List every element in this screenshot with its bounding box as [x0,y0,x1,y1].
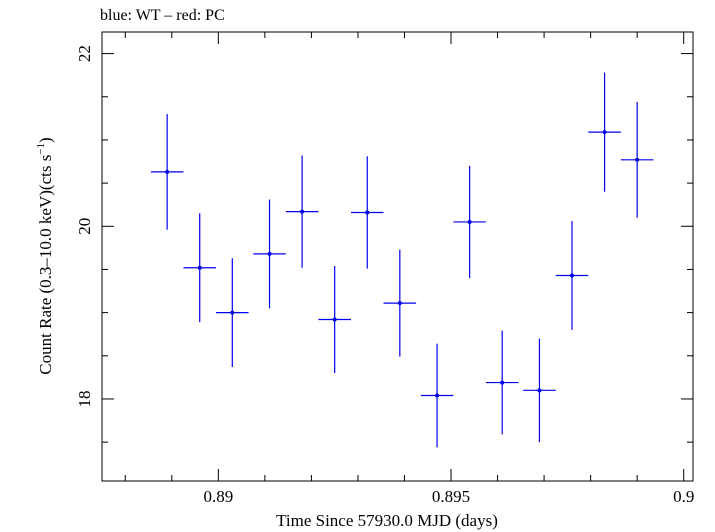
data-point [523,338,556,443]
y-axis-label-close: ) [36,137,55,143]
x-axis-label: Time Since 57930.0 MJD (days) [276,511,498,530]
y-tick-label: 18 [75,390,94,407]
data-point [150,114,184,230]
axis-tick-labels: 0.89 0.895 0.9 18 20 22 [75,45,694,506]
y-axis-label-main: Count Rate (0.3–10.0 keV)(cts s [36,155,55,375]
data-marker [165,169,170,174]
data-point [285,155,319,268]
data-marker [435,393,440,398]
data-marker [570,273,575,278]
data-point [318,265,351,374]
axis-ticks [102,32,693,481]
data-point [485,330,519,435]
y-tick-label: 20 [75,218,94,235]
x-tick-label: 0.895 [432,487,470,506]
data-series [150,72,654,448]
data-point [453,165,486,279]
data-point [216,258,249,368]
data-marker [332,317,337,322]
data-marker [467,219,472,224]
plot-frame [101,31,694,482]
data-marker [635,157,640,162]
chart-title: blue: WT – red: PC [100,7,225,24]
data-marker [230,310,235,315]
data-marker [197,265,202,270]
data-marker [365,210,370,215]
data-marker [267,251,272,256]
data-point [420,343,454,448]
y-axis-label: Count Rate (0.3–10.0 keV)(cts s−1) [35,137,55,374]
data-point [383,249,417,357]
data-marker [300,209,305,214]
data-point [350,156,384,269]
data-point [253,199,286,309]
data-marker [500,380,505,385]
data-point [555,221,589,330]
data-marker [602,130,607,135]
x-tick-label: 0.89 [203,487,233,506]
data-point [620,101,654,218]
data-marker [537,388,542,393]
data-point [183,213,217,323]
x-tick-label: 0.9 [673,487,694,506]
data-point [588,72,621,192]
y-axis-label-exponent: −1 [35,143,47,155]
y-tick-label: 22 [75,45,94,62]
data-marker [397,301,402,306]
